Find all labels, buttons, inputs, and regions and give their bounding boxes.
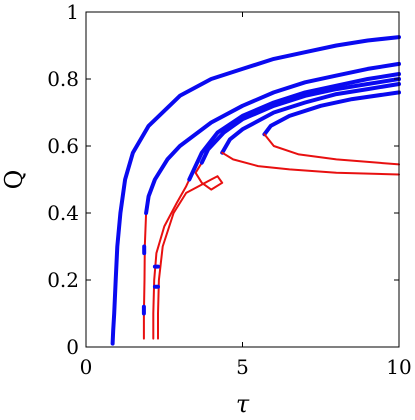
x-tick-label-0: 0 [80, 355, 93, 379]
unstable-branch-12 [221, 151, 400, 176]
unstable-branch-6 [157, 161, 224, 340]
stable-branch-4 [144, 61, 401, 215]
stable-branch-0 [110, 35, 401, 346]
tick-layer: 0 5 10 0 0.2 0.4 0.6 0.8 1 [47, 0, 412, 379]
y-tick-label-2: 0.4 [47, 201, 79, 225]
unstable-branch-5 [152, 178, 191, 340]
x-tick-label-2: 10 [386, 355, 411, 379]
y-tick-label-3: 0.6 [47, 134, 79, 158]
y-tick-label-1: 0.2 [47, 268, 79, 292]
x-tick-label-1: 5 [236, 355, 249, 379]
stable-branch-9 [187, 72, 401, 182]
x-axis-label: τ [236, 390, 250, 418]
y-tick-label-5: 1 [66, 0, 79, 24]
series-layer [110, 35, 401, 346]
stable-branch-10 [199, 77, 401, 165]
unstable-branch-1 [142, 212, 148, 340]
stable-branch-13 [262, 90, 401, 137]
y-tick-label-4: 0.8 [47, 67, 79, 91]
stable-branch-11 [220, 82, 401, 155]
y-tick-label-0: 0 [66, 335, 79, 359]
unstable-branch-14 [263, 133, 400, 166]
y-axis-label: Q [0, 170, 28, 190]
